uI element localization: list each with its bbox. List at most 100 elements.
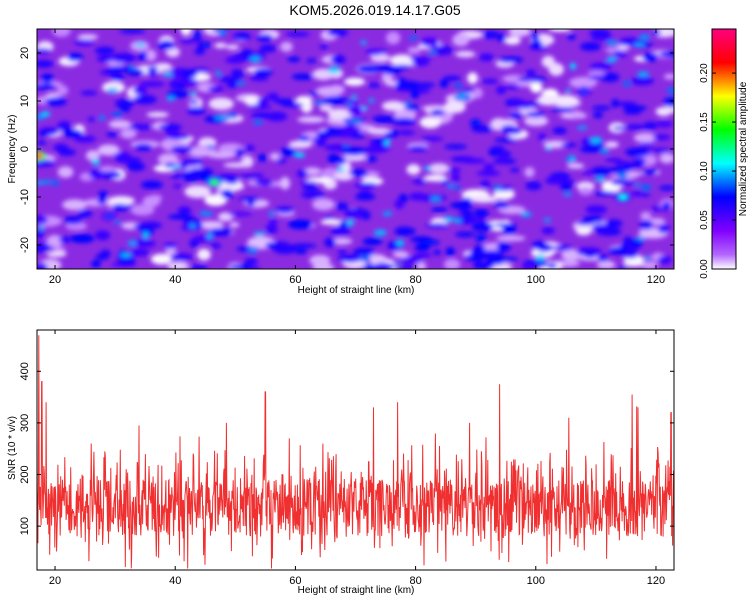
heatmap-cell xyxy=(279,176,291,190)
heatmap-cell xyxy=(250,266,261,269)
heatmap-cell xyxy=(94,46,115,55)
heatmap-cell xyxy=(392,262,401,267)
heatmap-cell xyxy=(300,190,326,199)
heatmap-cell xyxy=(146,70,160,77)
heatmap-cell xyxy=(257,97,269,106)
heatmap-cell xyxy=(541,227,555,235)
heatmap-cell xyxy=(116,204,133,211)
heatmap-cell xyxy=(372,115,397,124)
heatmap-cell xyxy=(498,56,524,64)
heatmap-cell xyxy=(397,130,415,136)
heatmap-cell xyxy=(166,90,190,98)
heatmap-cell xyxy=(409,56,433,61)
heatmap-cell xyxy=(384,140,391,146)
heatmap-cell xyxy=(565,156,572,163)
heatmap-cell xyxy=(604,141,619,148)
heatmap-cell xyxy=(590,35,614,42)
heatmap-cell xyxy=(662,201,671,211)
heatmap-cell xyxy=(253,120,263,126)
heatmap-cell xyxy=(445,246,455,257)
heatmap-cell xyxy=(41,180,53,185)
heatmap-cell xyxy=(52,179,59,187)
heatmap-cell xyxy=(190,91,197,96)
heatmap-cell xyxy=(349,169,369,177)
heatmap-cell xyxy=(569,110,584,119)
heatmap-cell xyxy=(189,223,196,229)
heatmap-cell xyxy=(430,195,441,203)
heatmap-cell xyxy=(231,68,242,77)
heatmap-cell xyxy=(94,230,111,241)
heatmap-cell xyxy=(454,83,463,89)
heatmap-cell xyxy=(439,79,449,89)
heatmap-cell xyxy=(471,125,493,133)
x-tick-label: 80 xyxy=(409,575,421,587)
heatmap-cell xyxy=(167,214,194,220)
heatmap-cell xyxy=(476,170,501,177)
heatmap-cell xyxy=(280,41,293,53)
heatmap-cell xyxy=(165,46,180,58)
heatmap-cell xyxy=(587,70,606,78)
heatmap-cell xyxy=(616,172,628,180)
heatmap-cell xyxy=(116,156,142,164)
heatmap-cell xyxy=(659,153,674,164)
heatmap-cell xyxy=(530,32,540,41)
snr-y-axis: 100 200 300 400 xyxy=(19,362,674,535)
heatmap-cell xyxy=(605,219,623,228)
colorbar-ticks: 0.00 0.05 0.10 0.15 0.20 xyxy=(699,63,736,279)
heatmap-cell xyxy=(217,29,226,37)
heatmap-cell xyxy=(608,246,628,255)
heatmap-cell xyxy=(187,106,206,116)
y-tick-label: 400 xyxy=(19,362,31,380)
heatmap-cell xyxy=(207,85,225,92)
heatmap-cell xyxy=(192,31,203,38)
heatmap-cell xyxy=(427,50,437,55)
heatmap-cell xyxy=(490,145,505,152)
heatmap-cell xyxy=(269,152,281,161)
heatmap-cell xyxy=(303,167,322,176)
heatmap-cell xyxy=(576,220,595,226)
heatmap-cell xyxy=(38,241,47,250)
heatmap-cell xyxy=(597,254,609,262)
heatmap-cell xyxy=(590,166,612,176)
heatmap-cell xyxy=(297,135,310,142)
heatmap-cell xyxy=(229,221,240,228)
heatmap-cell xyxy=(588,75,606,80)
heatmap-cell xyxy=(228,211,253,217)
heatmap-cell xyxy=(560,142,578,148)
heatmap-cell xyxy=(362,237,383,246)
heatmap-cell xyxy=(85,150,100,162)
heatmap-hotspot-core xyxy=(209,179,219,186)
heatmap-cell xyxy=(650,148,672,153)
heatmap-cell xyxy=(562,192,572,197)
heatmap-cell xyxy=(235,147,245,158)
heatmap-cell xyxy=(249,56,261,63)
heatmap-cell xyxy=(552,126,567,135)
heatmap-cell xyxy=(207,151,236,159)
heatmap-cell xyxy=(177,206,192,215)
heatmap-cell xyxy=(294,248,308,254)
heatmap-cell xyxy=(642,52,659,62)
heatmap-cell xyxy=(663,97,674,107)
heatmap-cell xyxy=(611,125,628,131)
heatmap-cell xyxy=(80,90,98,96)
heatmap-cell xyxy=(343,144,349,148)
heatmap-cell xyxy=(126,162,146,171)
y-tick-label: 20 xyxy=(19,47,31,59)
heatmap-cell xyxy=(623,236,632,244)
heatmap-cell xyxy=(319,105,333,112)
heatmap-cell xyxy=(89,169,104,179)
heatmap-cell xyxy=(106,131,118,138)
heatmap-cell xyxy=(134,239,156,248)
heatmap-cell xyxy=(336,167,345,172)
heatmap-cell xyxy=(130,204,155,216)
heatmap-cell xyxy=(443,100,466,114)
heatmap-cell xyxy=(309,254,331,266)
heatmap-cell xyxy=(37,262,47,269)
heatmap-cell xyxy=(315,140,326,147)
heatmap-cell xyxy=(633,43,646,47)
heatmap-cell xyxy=(346,220,355,226)
heatmap-cell xyxy=(129,65,135,70)
heatmap-cell xyxy=(201,41,212,48)
heatmap-cell xyxy=(657,255,672,265)
